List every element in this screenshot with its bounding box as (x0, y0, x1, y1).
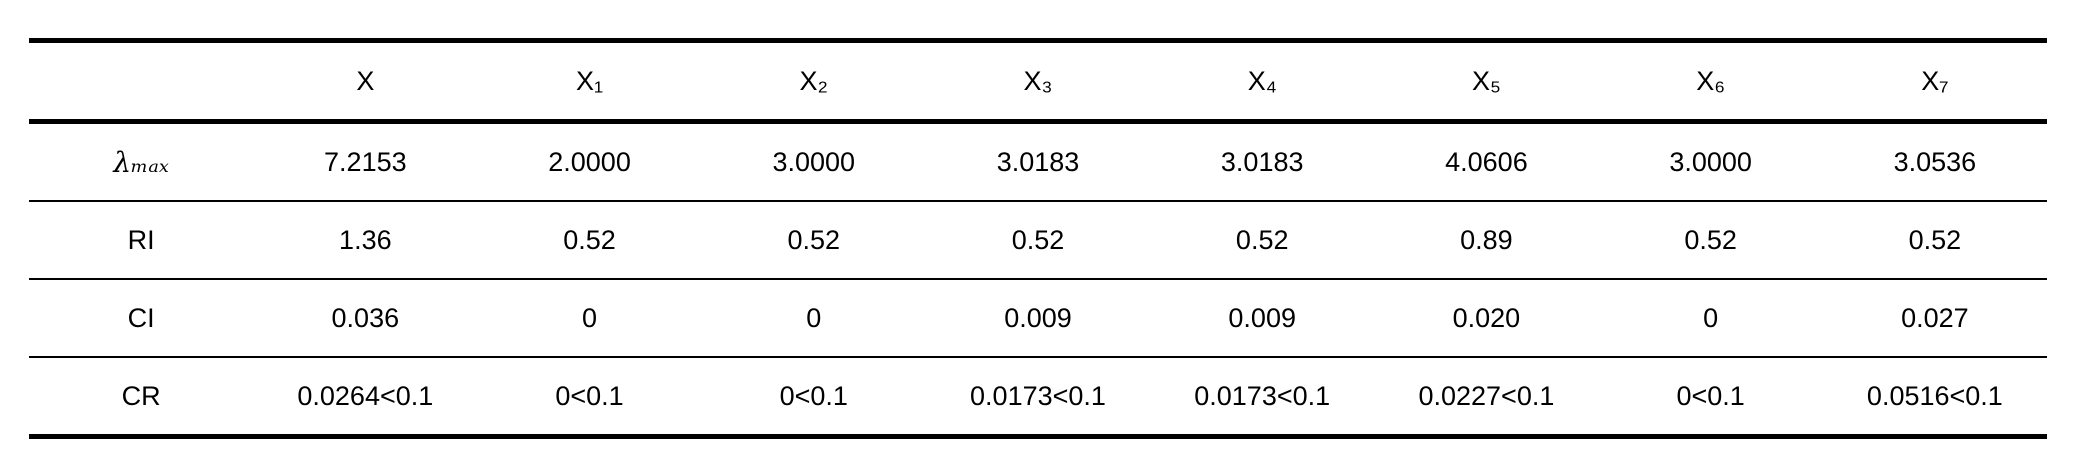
table-cell: 0 (701, 279, 926, 358)
column-header: X₅ (1374, 38, 1599, 124)
table-cell: 0.0516<0.1 (1822, 357, 2047, 439)
column-header: X₆ (1598, 38, 1823, 124)
corner-cell (29, 38, 254, 124)
table-cell: 0.89 (1374, 201, 1599, 280)
table-cell: 0 (1598, 279, 1823, 358)
column-header: X (253, 38, 478, 124)
table-cell: 0.009 (925, 279, 1151, 358)
table-cell: 0.009 (1150, 279, 1375, 358)
row-label: RI (29, 201, 254, 280)
table-cell: 1.36 (253, 201, 478, 280)
table-container: X X₁ X₂ X₃ X₄ X₅ X₆ X₇ λₘₐₓ 7.2153 2.0000 3.0000 3.0… (29, 38, 2047, 439)
table-row: λₘₐₓ 7.2153 2.0000 3.0000 3.0183 3.0183 4.0606… (29, 121, 2047, 202)
table-cell: 0.52 (477, 201, 702, 280)
table: X X₁ X₂ X₃ X₄ X₅ X₆ X₇ λₘₐₓ 7.2153 2.0000 3.0000 3.0… (29, 38, 2047, 439)
table-cell: 0.52 (1150, 201, 1375, 280)
table-cell: 3.0000 (701, 121, 926, 202)
column-header: X₇ (1822, 38, 2047, 124)
column-header: X₁ (477, 38, 702, 124)
row-label: CI (29, 279, 254, 358)
table-cell: 0.027 (1822, 279, 2047, 358)
table-cell: 0.020 (1374, 279, 1599, 358)
table-cell: 2.0000 (477, 121, 702, 202)
column-header: X₄ (1150, 38, 1375, 124)
table-cell: 0<0.1 (1598, 357, 1823, 439)
table-cell: 0.0264<0.1 (253, 357, 478, 439)
table-cell: 0.52 (925, 201, 1151, 280)
column-header: X₂ (701, 38, 926, 124)
table-cell: 3.0183 (925, 121, 1151, 202)
table-cell: 3.0183 (1150, 121, 1375, 202)
column-header: X₃ (925, 38, 1151, 124)
table-cell: 0.52 (701, 201, 926, 280)
table-cell: 0<0.1 (477, 357, 702, 439)
table-cell: 0.52 (1598, 201, 1823, 280)
table-cell: 0.0227<0.1 (1374, 357, 1599, 439)
table-cell: 7.2153 (253, 121, 478, 202)
table-cell: 0.0173<0.1 (1150, 357, 1375, 439)
row-label: CR (29, 357, 254, 439)
table-cell: 0.52 (1822, 201, 2047, 280)
table-row: CR 0.0264<0.1 0<0.1 0<0.1 0.0173<0.1 0.0173<0… (29, 357, 2047, 439)
table-cell: 0<0.1 (701, 357, 926, 439)
table-row: CI 0.036 0 0 0.009 0.009 0.020 0 0.027 (29, 279, 2047, 358)
table-cell: 3.0536 (1822, 121, 2047, 202)
table-row: RI 1.36 0.52 0.52 0.52 0.52 0.89 0.52 0.52 (29, 201, 2047, 280)
table-cell: 0.0173<0.1 (925, 357, 1151, 439)
table-cell: 0.036 (253, 279, 478, 358)
table-cell: 3.0000 (1598, 121, 1823, 202)
header-row: X X₁ X₂ X₃ X₄ X₅ X₆ X₇ (29, 38, 2047, 124)
table-cell: 4.0606 (1374, 121, 1599, 202)
table-cell: 0 (477, 279, 702, 358)
row-label: λₘₐₓ (29, 121, 254, 202)
